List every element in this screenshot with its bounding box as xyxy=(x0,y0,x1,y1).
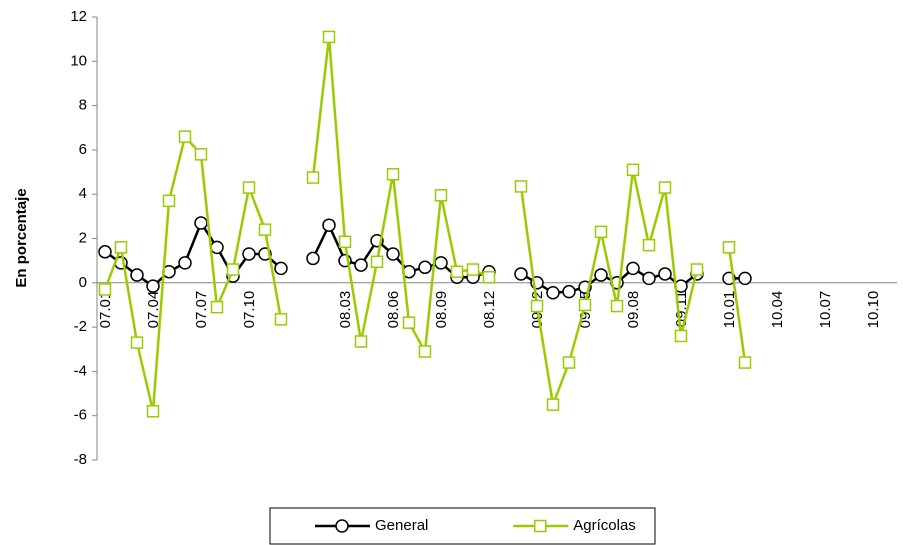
x-tick-label: 07.07 xyxy=(193,291,210,329)
x-tick-label: 07.10 xyxy=(241,291,258,329)
point xyxy=(690,263,704,276)
point xyxy=(450,265,464,278)
x-tick-label: 08.03 xyxy=(337,291,354,329)
y-tick-label: 12 xyxy=(70,8,87,25)
point xyxy=(610,299,624,313)
x-tick-label: 08.12 xyxy=(481,291,498,329)
point xyxy=(194,216,208,230)
point xyxy=(562,284,576,299)
point xyxy=(322,30,336,44)
x-tick-label: 10.01 xyxy=(721,291,738,329)
y-tick-label: 8 xyxy=(79,97,87,114)
point xyxy=(274,313,288,326)
y-tick-label: 4 xyxy=(79,185,87,202)
y-axis-label: En porcentaje xyxy=(13,188,30,287)
point xyxy=(146,405,160,418)
point xyxy=(162,194,176,208)
point xyxy=(98,283,112,296)
point xyxy=(626,163,640,177)
x-tick-label: 08.09 xyxy=(433,291,450,329)
point xyxy=(210,300,224,314)
point xyxy=(530,299,544,313)
y-tick-label: 0 xyxy=(79,274,87,291)
point xyxy=(626,261,640,276)
point xyxy=(354,258,368,272)
y-tick-label: -4 xyxy=(74,362,87,379)
point xyxy=(178,130,192,143)
point xyxy=(738,356,752,369)
point xyxy=(402,316,416,329)
point xyxy=(322,218,336,232)
x-tick-label: 10.04 xyxy=(769,291,786,329)
point xyxy=(242,181,256,194)
point xyxy=(578,298,592,312)
x-tick-label: 09.08 xyxy=(625,291,642,329)
point xyxy=(194,148,208,161)
point xyxy=(594,268,608,282)
point xyxy=(658,267,672,281)
x-tick-label: 07.01 xyxy=(97,291,114,329)
series-line xyxy=(103,134,283,412)
point xyxy=(130,336,144,349)
y-tick-label: -6 xyxy=(74,407,87,424)
x-tick-label: 10.07 xyxy=(817,291,834,329)
legend-label: Agrícolas xyxy=(573,517,636,534)
point xyxy=(146,279,160,293)
point xyxy=(370,255,384,269)
point xyxy=(258,223,272,236)
y-tick-label: 10 xyxy=(70,52,87,69)
point xyxy=(466,263,480,276)
y-tick-label: -2 xyxy=(74,318,87,335)
point xyxy=(386,247,400,261)
point xyxy=(306,171,320,184)
point xyxy=(434,256,448,270)
point xyxy=(434,189,448,202)
point xyxy=(562,356,576,369)
y-tick-label: 6 xyxy=(79,141,87,158)
point xyxy=(386,168,400,181)
series-line xyxy=(519,169,699,410)
x-tick-label: 10.10 xyxy=(865,291,882,329)
x-tick-label: 08.06 xyxy=(385,291,402,329)
point xyxy=(226,263,240,276)
point xyxy=(210,240,224,255)
point xyxy=(482,271,496,284)
y-tick-label: -8 xyxy=(74,451,87,468)
point xyxy=(546,398,560,411)
point xyxy=(306,251,320,266)
point xyxy=(642,238,656,252)
point xyxy=(335,519,349,533)
x-tick-label: 07.04 xyxy=(145,291,162,329)
point xyxy=(514,180,528,193)
series-line xyxy=(727,247,747,363)
point xyxy=(738,271,752,286)
point xyxy=(114,241,128,254)
point xyxy=(242,247,256,261)
point xyxy=(274,261,288,276)
y-tick-label: 2 xyxy=(79,229,87,246)
point xyxy=(130,268,144,282)
legend-label: General xyxy=(375,517,428,534)
point xyxy=(178,256,192,270)
point xyxy=(658,181,672,194)
point xyxy=(514,267,528,281)
point xyxy=(722,241,736,254)
point xyxy=(534,519,547,533)
point xyxy=(546,286,560,300)
point xyxy=(418,260,432,275)
point xyxy=(642,271,656,286)
point xyxy=(418,345,432,358)
point xyxy=(594,225,608,239)
point xyxy=(98,245,112,259)
point xyxy=(338,235,352,249)
point xyxy=(674,329,688,343)
point xyxy=(354,335,368,348)
